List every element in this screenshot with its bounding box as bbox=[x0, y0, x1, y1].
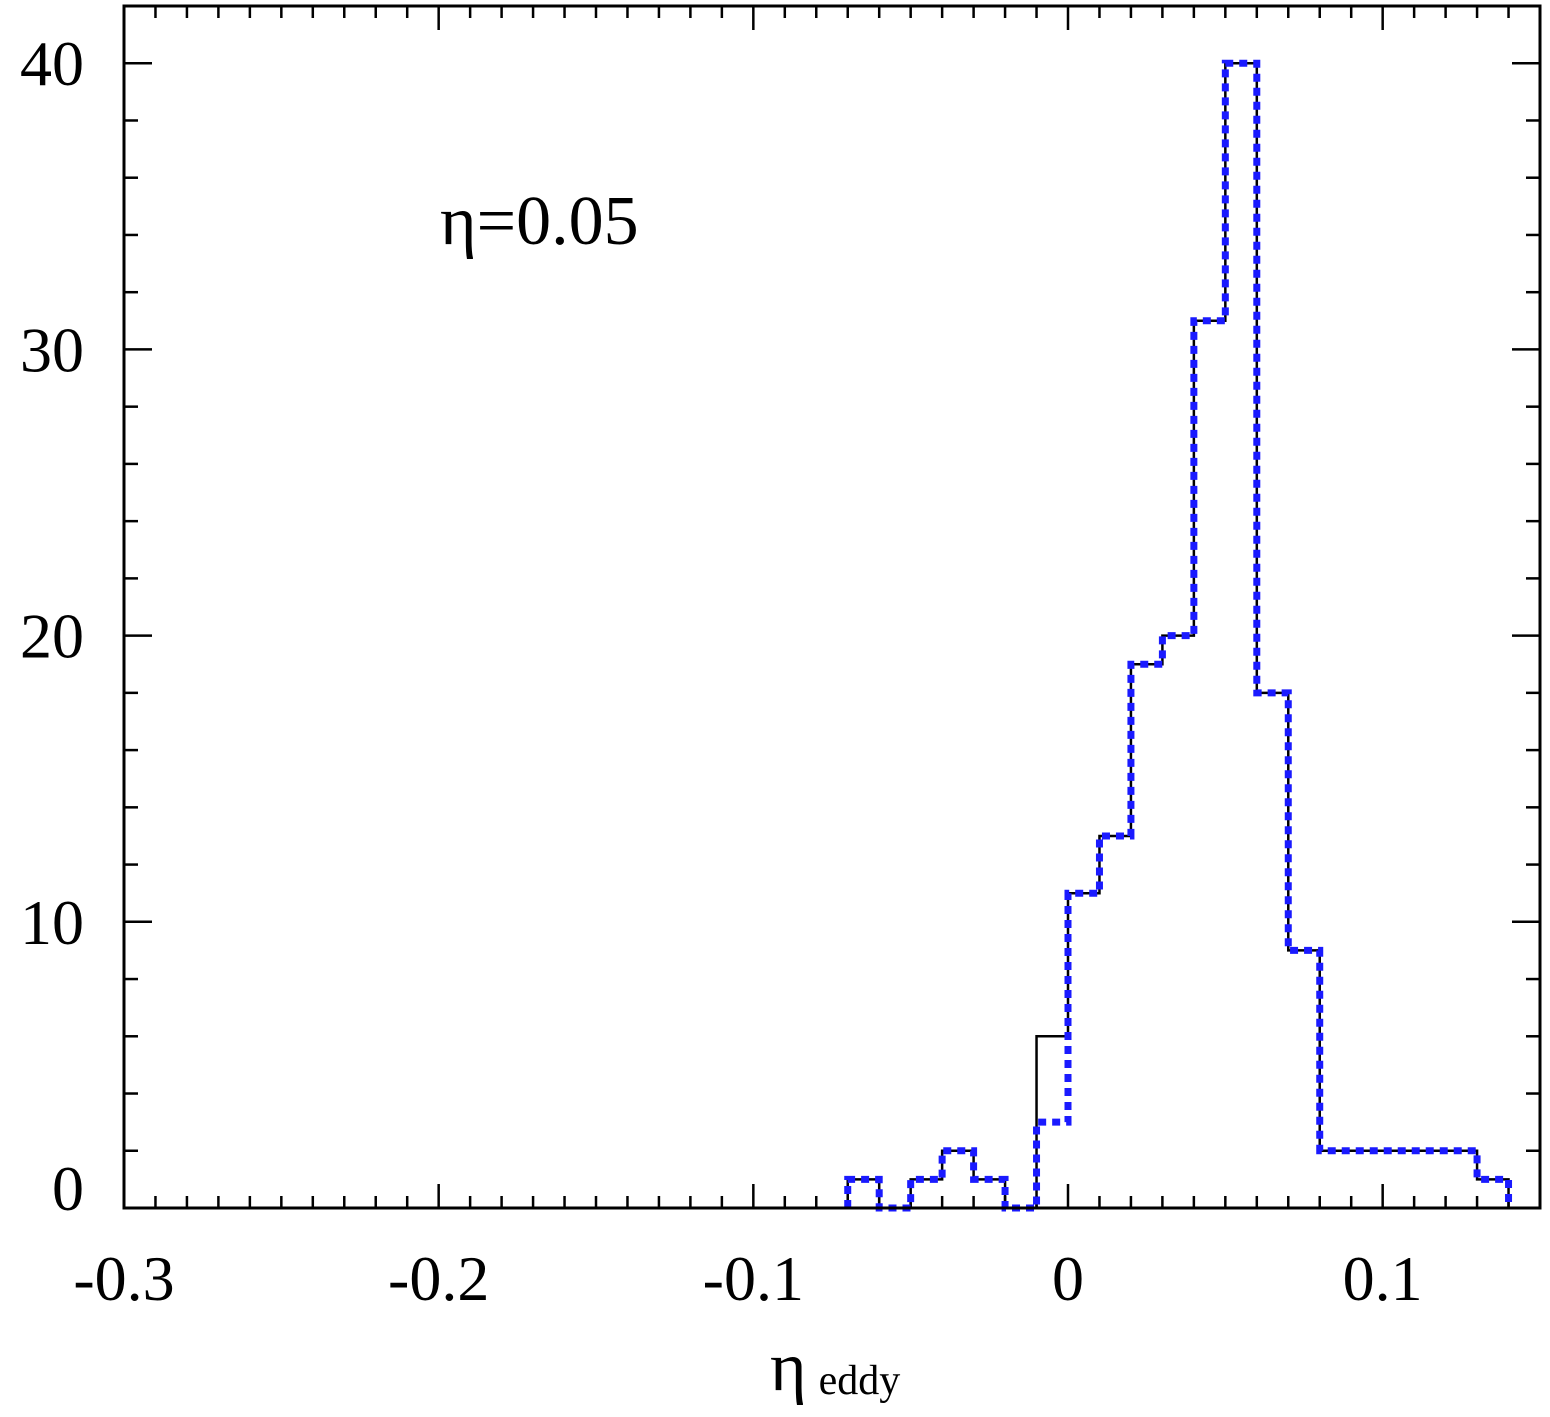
x-tick-label: -0.2 bbox=[388, 1243, 489, 1314]
tick-labels: -0.3 -0.2 -0.1 0 0.1 0 10 20 30 40 bbox=[20, 28, 1423, 1314]
y-tick-label: 10 bbox=[20, 887, 84, 958]
series-dotted-line bbox=[844, 59, 1513, 1212]
y-tick-label: 40 bbox=[20, 28, 84, 99]
x-axis-label: η eddy bbox=[770, 1329, 900, 1406]
plot-frame bbox=[122, 4, 1542, 1210]
axis-ticks bbox=[122, 4, 1542, 1210]
annotation-label: η=0.05 bbox=[440, 183, 639, 260]
series-layer bbox=[844, 59, 1513, 1212]
x-axis-label-main: η bbox=[770, 1329, 807, 1406]
x-tick-label: -0.1 bbox=[703, 1243, 804, 1314]
y-tick-label: 30 bbox=[20, 314, 84, 385]
x-tick-label: 0.1 bbox=[1343, 1243, 1423, 1314]
x-tick-label: 0 bbox=[1052, 1243, 1084, 1314]
x-tick-label: -0.3 bbox=[73, 1243, 174, 1314]
x-axis-label-subscript: eddy bbox=[819, 1358, 901, 1404]
y-tick-label: 20 bbox=[20, 601, 84, 672]
y-tick-label: 0 bbox=[52, 1153, 84, 1224]
